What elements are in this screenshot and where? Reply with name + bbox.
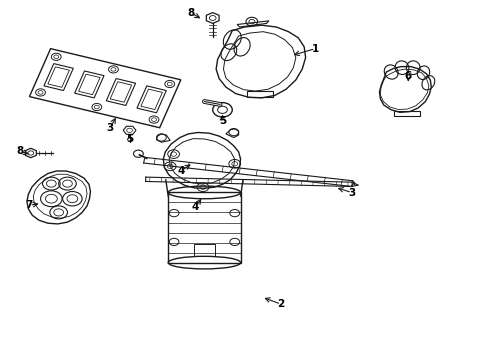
Text: 4: 4 (191, 202, 199, 212)
Text: 1: 1 (311, 44, 318, 54)
Text: 5: 5 (126, 134, 133, 144)
Text: 8: 8 (187, 8, 194, 18)
Text: 6: 6 (404, 71, 411, 81)
Text: 8: 8 (16, 146, 23, 156)
Text: 7: 7 (25, 200, 33, 210)
Text: 5: 5 (219, 116, 225, 126)
Text: 2: 2 (277, 299, 284, 309)
Text: 3: 3 (106, 123, 113, 133)
Text: 3: 3 (348, 188, 355, 198)
Text: 4: 4 (177, 166, 184, 176)
